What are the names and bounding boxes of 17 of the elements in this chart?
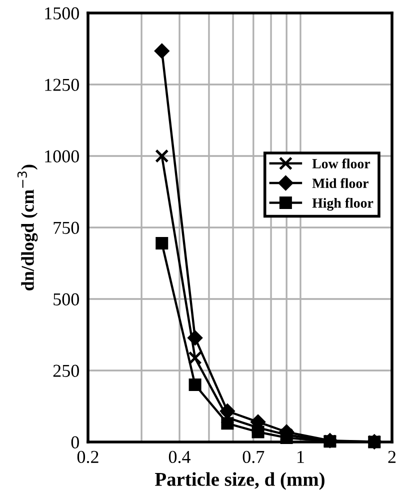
x-tick-label: 2 [388,450,396,463]
legend-label: Low floor [312,158,370,168]
y-axis-title: dn/dlogd (cm$^{−3}$) [17,164,38,290]
x-tick-label: 0.4 [168,450,191,464]
x-tick-label: 0.2 [77,450,98,464]
y-tick-label: 250 [53,364,79,377]
y-tick-label: 1500 [45,7,79,20]
y-tick-label: 500 [54,293,79,306]
legend-label: High floor [312,198,374,211]
y-tick-label: 1250 [45,78,79,91]
x-tick-label: 0.7 [242,450,264,464]
y-tick-label: 0 [71,436,79,448]
y-tick-label: 750 [54,222,79,234]
legend-label: Mid floor [312,178,368,188]
x-tick-label: 1 [298,450,304,463]
y-tick-label: 1000 [45,150,79,162]
x-axis-title: Particle size, d (mm) [155,472,324,490]
